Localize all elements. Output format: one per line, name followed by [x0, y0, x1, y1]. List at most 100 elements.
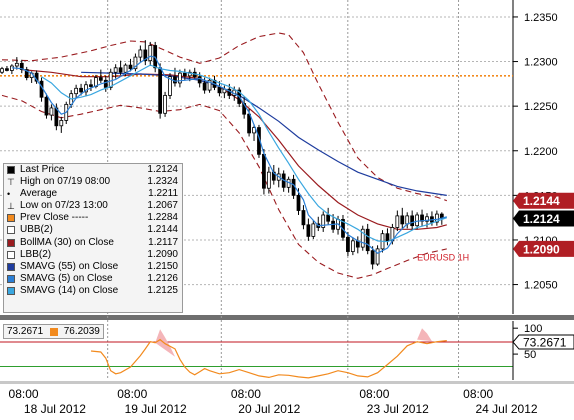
candle-down	[371, 251, 374, 264]
price-tick-label: 1.2250	[524, 101, 558, 113]
candle-down	[119, 68, 122, 72]
legend-item: • Average 1.2211	[4, 188, 182, 200]
candle-up	[75, 88, 78, 93]
candle-up	[164, 95, 167, 113]
candle-down	[401, 216, 404, 224]
legend-swatch	[7, 287, 15, 295]
price-tag: 1.2090	[513, 241, 574, 257]
candle-up	[124, 65, 127, 72]
legend-value: 1.2067	[147, 200, 178, 212]
legend-label: Average	[20, 188, 57, 200]
osc-tag-label: 73.2671	[523, 336, 567, 350]
legend-swatch	[7, 251, 15, 259]
candle-down	[89, 85, 92, 87]
candle-up	[396, 216, 399, 228]
legend-label: BollMA (30) on Close	[20, 237, 114, 249]
legend-value: 1.2124	[147, 164, 178, 176]
candle-down	[198, 77, 201, 83]
price-tag-label: 1.2090	[523, 242, 560, 256]
legend-label: SMAVG (5) on Close	[20, 273, 113, 285]
candle-up	[60, 120, 63, 125]
candle-down	[346, 237, 349, 251]
chart-legend: Last Price 1.2124 ⊤ High on 07/19 08:00 1.23…	[3, 163, 183, 313]
panel-divider	[0, 315, 574, 320]
legend-swatch	[7, 214, 15, 222]
legend-item: BollMA (30) on Close 1.2117	[4, 237, 182, 249]
legend-item: LBB(2) 1.2090	[4, 249, 182, 261]
legend-label: SMAVG (14) on Close	[20, 285, 118, 297]
candle-down	[80, 88, 83, 92]
legend-value: 1.2117	[148, 237, 178, 249]
osc-legend-value-1: 73.2671	[7, 325, 43, 338]
osc-tick-label: 100	[524, 323, 542, 335]
legend-item: Prev Close ----- 1.2284	[4, 212, 182, 224]
osc-tick-label: 50	[524, 349, 536, 361]
candle-down	[5, 69, 8, 71]
instrument-label: EURUSD 1H	[417, 252, 469, 262]
candle-up	[267, 172, 270, 188]
legend-label: Low on 07/23 13:00	[20, 200, 108, 212]
candle-down	[366, 229, 369, 250]
candle	[361, 226, 364, 251]
time-major-label: 20 Jul 2012	[238, 402, 300, 416]
candle-down	[297, 195, 300, 210]
time-major-label: 18 Jul 2012	[24, 402, 86, 416]
time-minor-label: 08:00	[463, 387, 493, 401]
price-tick-label: 1.2050	[524, 280, 558, 292]
legend-value: 1.2284	[147, 212, 178, 224]
time-minor-label: 08:00	[9, 387, 39, 401]
oscillator-legend: 73.2671 76.2039	[3, 324, 104, 339]
candle-down	[307, 225, 310, 237]
candle-down	[262, 154, 265, 188]
legend-value: 1.2150	[147, 261, 178, 273]
time-major-label: 19 Jul 2012	[125, 402, 187, 416]
legend-swatch	[7, 166, 15, 174]
high-marker-icon: ⊤	[7, 176, 15, 184]
legend-label: High on 07/19 08:00	[20, 176, 110, 188]
candle-up	[50, 108, 53, 115]
candle-up	[376, 249, 379, 264]
candle-down	[173, 77, 176, 83]
candle-down	[411, 216, 414, 226]
legend-swatch	[7, 239, 15, 247]
legend-item: ⊥ Low on 07/23 13:00 1.2067	[4, 200, 182, 212]
candle-down	[327, 215, 330, 221]
legend-item: SMAVG (5) on Close 1.2126	[4, 273, 182, 285]
candle-down	[129, 65, 132, 69]
candle-up	[114, 68, 117, 72]
candle-down	[99, 78, 102, 81]
legend-label: Prev Close -----	[20, 212, 88, 224]
legend-swatch	[7, 226, 15, 234]
legend-label: SMAVG (55) on Close	[20, 261, 118, 273]
legend-item: UBB(2) 1.2144	[4, 224, 182, 236]
candle-up	[178, 73, 181, 83]
osc-legend-swatch	[50, 328, 58, 336]
legend-value: 1.2144	[147, 224, 178, 236]
candle-up	[109, 72, 112, 87]
time-axis-divider	[0, 381, 574, 384]
legend-item: SMAVG (55) on Close 1.2150	[4, 261, 182, 273]
price-tick-label: 1.2300	[524, 57, 558, 69]
avg-marker-icon: •	[7, 188, 15, 196]
price-tag-label: 1.2144	[523, 194, 560, 208]
candle-up	[1, 69, 4, 73]
candle-up	[15, 63, 18, 66]
candle-down	[386, 234, 389, 241]
candle-down	[248, 114, 251, 133]
legend-value: 1.2125	[147, 285, 178, 297]
candle-down	[203, 83, 206, 90]
candle-down	[104, 80, 107, 87]
legend-value: 1.2090	[147, 249, 178, 261]
price-tag: 1.2144	[513, 193, 574, 209]
time-minor-label: 08:00	[231, 387, 261, 401]
legend-swatch	[7, 275, 15, 283]
time-minor-label: 08:00	[359, 387, 389, 401]
candle	[164, 92, 167, 117]
time-minor-label: 08:00	[117, 387, 147, 401]
osc-legend-value-2: 76.2039	[64, 325, 100, 338]
candle-down	[55, 108, 58, 126]
price-tick-label: 1.2350	[524, 12, 558, 24]
time-major-label: 24 Jul 2012	[475, 402, 537, 416]
legend-value: 1.2126	[147, 273, 178, 285]
